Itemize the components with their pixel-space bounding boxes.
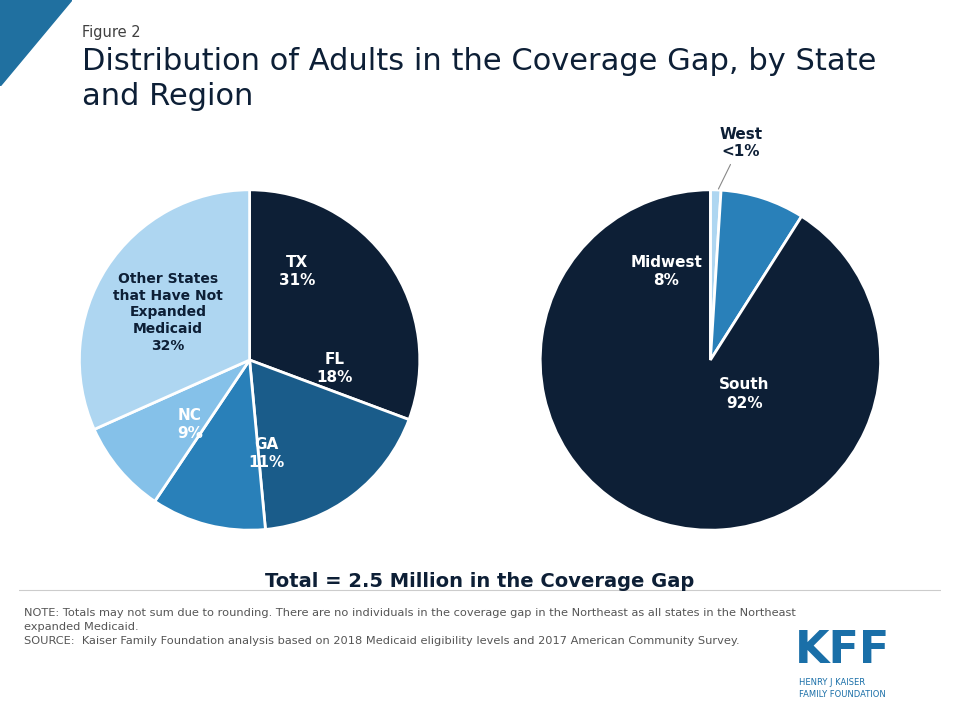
Text: Total = 2.5 Million in the Coverage Gap: Total = 2.5 Million in the Coverage Gap [265, 572, 695, 591]
Text: GA
11%: GA 11% [249, 437, 285, 470]
Wedge shape [80, 190, 250, 429]
Text: NOTE: Totals may not sum due to rounding. There are no individuals in the covera: NOTE: Totals may not sum due to rounding… [24, 608, 796, 647]
Text: Figure 2: Figure 2 [82, 25, 140, 40]
Wedge shape [250, 190, 420, 420]
Text: Other States
that Have Not
Expanded
Medicaid
32%: Other States that Have Not Expanded Medi… [113, 272, 223, 353]
Text: FL
18%: FL 18% [317, 351, 353, 385]
Wedge shape [710, 190, 721, 360]
Text: TX
31%: TX 31% [279, 255, 316, 288]
Text: Distribution of Adults in the Coverage Gap, by State
and Region: Distribution of Adults in the Coverage G… [82, 47, 876, 111]
Wedge shape [250, 360, 409, 529]
Text: Midwest
8%: Midwest 8% [630, 255, 702, 288]
Wedge shape [710, 190, 802, 360]
Wedge shape [155, 360, 266, 530]
Text: South
92%: South 92% [719, 377, 770, 411]
Polygon shape [0, 0, 72, 86]
Text: West
<1%: West <1% [718, 127, 762, 189]
Wedge shape [540, 190, 880, 530]
Text: HENRY J KAISER
FAMILY FOUNDATION: HENRY J KAISER FAMILY FOUNDATION [799, 678, 885, 699]
Text: NC
9%: NC 9% [177, 408, 203, 441]
Wedge shape [94, 360, 250, 501]
Text: KFF: KFF [795, 629, 891, 672]
